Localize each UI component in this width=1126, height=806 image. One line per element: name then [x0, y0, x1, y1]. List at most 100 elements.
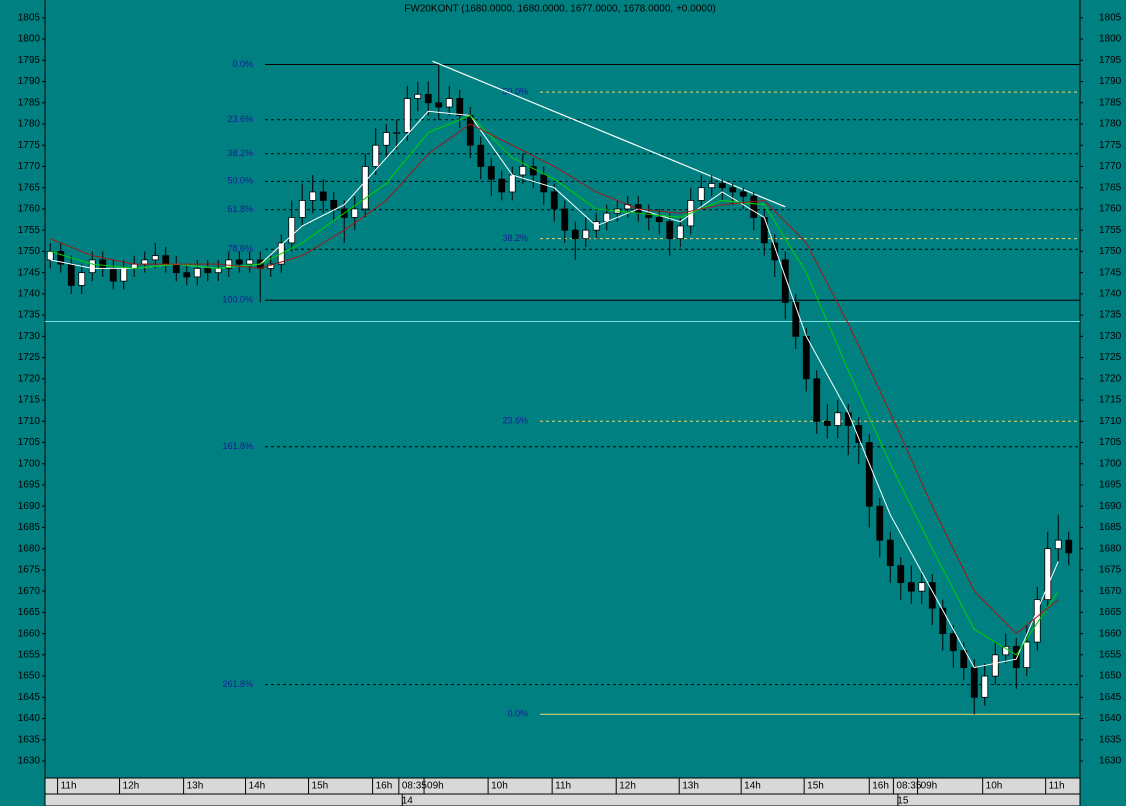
x-tick-label: 11h — [61, 781, 77, 792]
candle-body — [193, 267, 201, 278]
fib-label: 161.8% — [222, 441, 253, 451]
fib-label: 100.0% — [222, 295, 253, 305]
candle-body — [46, 251, 54, 261]
y-tick-label-right: 1695 — [1099, 480, 1122, 491]
candle-body — [1044, 548, 1052, 601]
y-tick-label-right: 1720 — [1099, 373, 1122, 384]
candle-body — [57, 251, 65, 265]
x-tick-label: 10h — [986, 781, 1003, 792]
candle-body — [151, 255, 159, 261]
candle-body — [172, 263, 180, 274]
y-tick-label-right: 1680 — [1099, 543, 1122, 554]
y-tick-label: 1790 — [18, 76, 41, 87]
candle-body — [498, 178, 506, 193]
x-tick-label: 09h — [427, 781, 444, 792]
y-tick-label: 1740 — [18, 289, 41, 300]
candle-body — [246, 259, 254, 265]
x-tick-label: 16h — [376, 781, 393, 792]
candle-body — [550, 191, 558, 210]
candle-body — [456, 98, 464, 116]
y-tick-label: 1635 — [18, 734, 41, 745]
fib-label: 61.8% — [227, 204, 253, 214]
candle-body — [949, 633, 957, 651]
candle-body — [655, 217, 663, 223]
candle-body — [813, 378, 821, 422]
y-tick-label-right: 1760 — [1099, 204, 1122, 215]
y-tick-label-right: 1710 — [1099, 416, 1122, 427]
candle-body — [403, 98, 411, 133]
y-tick-label: 1775 — [18, 140, 41, 151]
moving-average — [50, 123, 1059, 635]
x-tick-label: 14h — [744, 781, 761, 792]
x-tick-label: 11h — [555, 781, 571, 792]
x-tick-label: 16h — [872, 781, 889, 792]
candle-body — [382, 132, 390, 146]
day-label: 15 — [897, 796, 909, 806]
y-tick-label-right: 1640 — [1099, 713, 1122, 724]
candle-body — [897, 565, 905, 584]
candle-body — [214, 267, 222, 274]
candle-body — [78, 272, 86, 286]
y-tick-label-right: 1785 — [1099, 97, 1122, 108]
candle-body — [1012, 645, 1020, 668]
candle-body — [508, 174, 516, 193]
y-tick-label: 1805 — [18, 12, 41, 23]
candle-body — [445, 98, 453, 108]
candle-body — [183, 272, 191, 278]
candle-body — [99, 259, 107, 269]
y-tick-label-right: 1705 — [1099, 437, 1122, 448]
y-tick-label-right: 1645 — [1099, 692, 1122, 703]
y-tick-label-right: 1770 — [1099, 161, 1122, 172]
y-tick-label: 1650 — [18, 671, 41, 682]
candle-body — [792, 301, 800, 337]
x-tick-label: 10h — [491, 781, 508, 792]
candle-body — [760, 217, 768, 244]
y-tick-label-right: 1795 — [1099, 55, 1122, 66]
candle-body — [424, 93, 432, 104]
candle-body — [1033, 599, 1041, 643]
y-tick-label: 1665 — [18, 607, 41, 618]
fib-label: 23.6% — [502, 416, 528, 426]
y-tick-label-right: 1730 — [1099, 331, 1122, 342]
candle-body — [750, 195, 758, 218]
trendline — [432, 60, 786, 208]
candle-body — [865, 442, 873, 507]
candle-body — [676, 225, 684, 240]
x-tick-label: 13h — [187, 781, 204, 792]
candle-body — [1054, 539, 1062, 550]
candle-body — [823, 420, 831, 426]
y-tick-label-right: 1685 — [1099, 522, 1122, 533]
candle-body — [907, 582, 915, 592]
x-tick-label: 12h — [619, 781, 636, 792]
y-tick-label-right: 1635 — [1099, 734, 1122, 745]
candle-body — [393, 132, 401, 134]
candle-body — [729, 187, 737, 193]
candle-body — [330, 200, 338, 210]
fib-label: 23.6% — [227, 114, 253, 124]
x-tick-label: 15h — [807, 781, 824, 792]
y-tick-label-right: 1665 — [1099, 607, 1122, 618]
y-tick-label: 1730 — [18, 331, 41, 342]
moving-average — [50, 114, 1059, 656]
y-tick-label: 1655 — [18, 649, 41, 660]
y-tick-label: 1725 — [18, 352, 41, 363]
candle-body — [991, 654, 999, 677]
x-tick-label: 08:35 — [402, 781, 427, 792]
y-tick-label: 1685 — [18, 522, 41, 533]
candle-body — [708, 183, 716, 189]
y-tick-label-right: 1780 — [1099, 119, 1122, 130]
x-tick-label: 13h — [682, 781, 699, 792]
candle-body — [666, 221, 674, 240]
y-tick-label: 1745 — [18, 267, 41, 278]
y-tick-label-right: 1745 — [1099, 267, 1122, 278]
x-tick-label: 14h — [249, 781, 266, 792]
candle-body — [414, 93, 422, 99]
fib-label: 50.0% — [227, 176, 253, 186]
candle-body — [120, 267, 128, 282]
candle-body — [645, 212, 653, 218]
y-tick-label: 1690 — [18, 501, 41, 512]
candle-body — [855, 425, 863, 443]
y-tick-label: 1720 — [18, 373, 41, 384]
candle-body — [718, 183, 726, 189]
